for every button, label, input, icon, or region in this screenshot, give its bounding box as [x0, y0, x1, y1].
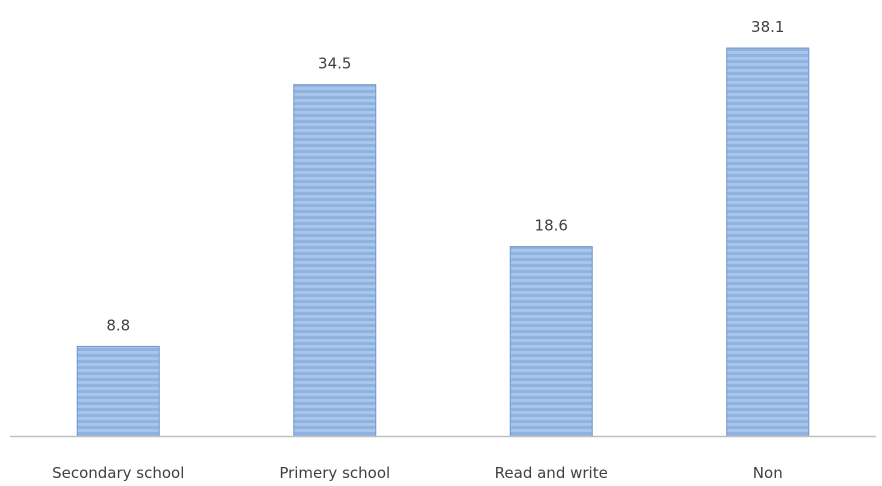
category-label: Primery school — [279, 464, 390, 482]
category-label: Read and write — [495, 464, 608, 482]
value-label: 8.8 — [106, 316, 130, 334]
bars-group — [76, 47, 810, 437]
bar-primery-school — [293, 84, 377, 437]
category-labels-group: Secondary school Primery school Read and w… — [52, 464, 783, 482]
bar-read-and-write — [509, 246, 593, 437]
value-label: 18.6 — [535, 217, 568, 235]
bar-secondary-school — [76, 345, 160, 437]
category-label: Non — [753, 464, 783, 482]
value-label: 38.1 — [751, 18, 784, 36]
bar-non — [726, 47, 810, 437]
value-labels-group: 8.8 34.5 18.6 38.1 — [106, 18, 784, 334]
category-label: Secondary school — [52, 464, 184, 482]
value-label: 34.5 — [318, 55, 351, 73]
